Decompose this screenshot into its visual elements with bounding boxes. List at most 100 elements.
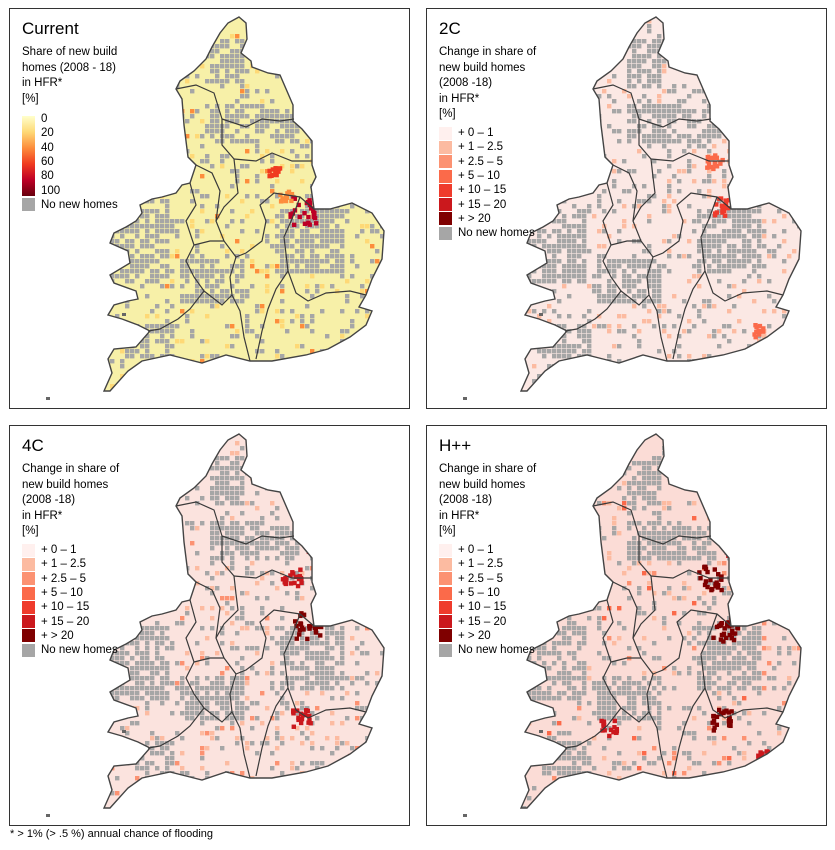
- grid-cell: [732, 259, 737, 264]
- grid-cell: [165, 766, 170, 771]
- grid-cell: [225, 486, 230, 491]
- grid-cell: [647, 319, 652, 324]
- grid-cell: [300, 314, 305, 319]
- grid-cell: [240, 666, 245, 671]
- grid-cell: [742, 234, 747, 239]
- grid-cell: [135, 691, 140, 696]
- grid-cell: [205, 129, 210, 134]
- grid-cell: [140, 576, 145, 581]
- grid-cell: [245, 646, 250, 651]
- grid-cell: [165, 319, 170, 324]
- grid-cell: [792, 69, 797, 74]
- grid-cell: [295, 249, 300, 254]
- grid-cell: [170, 329, 175, 334]
- grid-cell: [717, 84, 722, 89]
- grid-cell: [155, 209, 160, 214]
- grid-cell: [637, 561, 642, 566]
- grid-cell: [587, 319, 592, 324]
- grid-cell: [687, 139, 692, 144]
- grid-cell: [567, 274, 572, 279]
- grid-cell: [365, 17, 370, 19]
- grid-cell: [180, 451, 185, 456]
- grid-cell: [155, 651, 160, 656]
- grid-cell: [642, 471, 647, 476]
- grid-cell: [270, 109, 275, 114]
- grid-cell: [722, 84, 727, 89]
- grid-cell: [355, 706, 360, 711]
- grid-cell: [602, 294, 607, 299]
- grid-cell: [210, 354, 215, 359]
- grid-cell: [230, 49, 235, 54]
- grid-cell: [712, 666, 717, 671]
- region-boundary: [221, 119, 237, 178]
- grid-cell: [125, 389, 130, 391]
- grid-cell: [105, 736, 110, 741]
- grid-cell: [627, 501, 632, 506]
- grid-cell: [802, 309, 806, 313]
- grid-cell: [125, 446, 130, 451]
- grid-cell: [230, 646, 235, 651]
- grid-cell: [160, 34, 165, 39]
- grid-cell: [567, 496, 572, 501]
- grid-cell: [330, 249, 335, 254]
- grid-cell: [310, 319, 315, 324]
- region-boundary: [147, 182, 205, 332]
- grid-cell: [285, 134, 290, 139]
- grid-cell: [707, 134, 712, 139]
- grid-cell: [722, 254, 727, 259]
- grid-cell: [622, 44, 627, 49]
- grid-cell: [275, 224, 280, 229]
- grid-cell: [380, 334, 384, 339]
- grid-cell: [782, 259, 787, 264]
- grid-cell: [305, 269, 310, 274]
- grid-cell: [320, 169, 325, 174]
- grid-cell: [310, 501, 315, 506]
- grid-cell: [802, 229, 806, 233]
- grid-cell: [582, 314, 587, 319]
- hotspot-cell: [299, 625, 305, 630]
- grid-cell: [190, 476, 195, 481]
- grid-cell: [235, 334, 240, 339]
- grid-cell: [205, 159, 210, 164]
- grid-cell: [215, 259, 220, 264]
- grid-cell: [617, 344, 622, 349]
- grid-cell: [145, 646, 150, 651]
- grid-cell: [280, 641, 285, 646]
- grid-cell: [365, 309, 370, 314]
- hotspot-cell: [350, 759, 356, 765]
- grid-cell: [255, 701, 260, 706]
- legend-label: + 15 – 20: [41, 615, 90, 628]
- grid-cell: [165, 471, 170, 476]
- grid-cell: [747, 591, 752, 596]
- grid-cell: [350, 681, 355, 686]
- grid-cell: [305, 244, 310, 249]
- grid-cell: [310, 29, 315, 34]
- grid-cell: [175, 219, 180, 224]
- grid-cell: [250, 374, 255, 379]
- grid-cell: [105, 219, 110, 224]
- grid-cell: [150, 676, 155, 681]
- grid-cell: [125, 74, 130, 79]
- grid-cell: [290, 436, 295, 441]
- grid-cell: [135, 651, 140, 656]
- grid-cell: [612, 99, 617, 104]
- grid-cell: [340, 239, 345, 244]
- grid-cell: [521, 344, 522, 349]
- grid-cell: [537, 434, 542, 436]
- grid-cell: [230, 806, 235, 808]
- grid-cell: [567, 616, 572, 621]
- grid-cell: [105, 299, 110, 304]
- grid-cell: [155, 656, 160, 661]
- grid-cell: [160, 471, 165, 476]
- grid-cell: [305, 194, 310, 199]
- grid-cell: [617, 19, 622, 24]
- grid-cell: [652, 64, 657, 69]
- grid-cell: [562, 344, 567, 349]
- grid-cell: [662, 591, 667, 596]
- grid-cell: [300, 319, 305, 324]
- grid-cell: [330, 521, 335, 526]
- grid-cell: [215, 44, 220, 49]
- grid-cell: [577, 264, 582, 269]
- grid-cell: [175, 531, 180, 536]
- grid-cell: [190, 259, 195, 264]
